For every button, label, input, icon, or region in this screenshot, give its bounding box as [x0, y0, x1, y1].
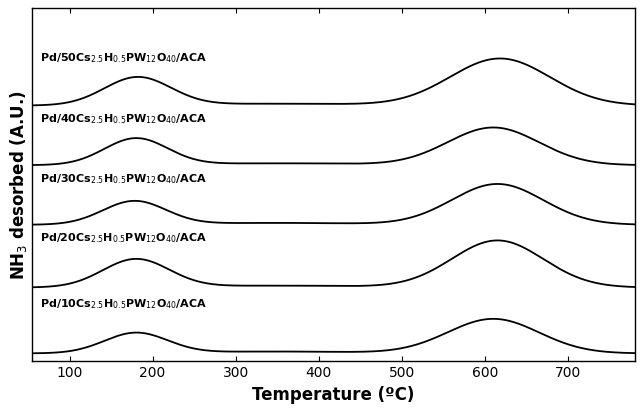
X-axis label: Temperature (ºC): Temperature (ºC) — [252, 386, 415, 404]
Text: Pd/30Cs$_{2.5}$H$_{0.5}$PW$_{12}$O$_{40}$/ACA: Pd/30Cs$_{2.5}$H$_{0.5}$PW$_{12}$O$_{40}… — [41, 172, 208, 185]
Text: Pd/50Cs$_{2.5}$H$_{0.5}$PW$_{12}$O$_{40}$/ACA: Pd/50Cs$_{2.5}$H$_{0.5}$PW$_{12}$O$_{40}… — [41, 51, 208, 65]
Y-axis label: NH$_3$ desorbed (A.U.): NH$_3$ desorbed (A.U.) — [8, 90, 30, 279]
Text: Pd/20Cs$_{2.5}$H$_{0.5}$PW$_{12}$O$_{40}$/ACA: Pd/20Cs$_{2.5}$H$_{0.5}$PW$_{12}$O$_{40}… — [41, 232, 207, 245]
Text: Pd/40Cs$_{2.5}$H$_{0.5}$PW$_{12}$O$_{40}$/ACA: Pd/40Cs$_{2.5}$H$_{0.5}$PW$_{12}$O$_{40}… — [41, 112, 208, 126]
Text: Pd/10Cs$_{2.5}$H$_{0.5}$PW$_{12}$O$_{40}$/ACA: Pd/10Cs$_{2.5}$H$_{0.5}$PW$_{12}$O$_{40}… — [41, 297, 208, 311]
